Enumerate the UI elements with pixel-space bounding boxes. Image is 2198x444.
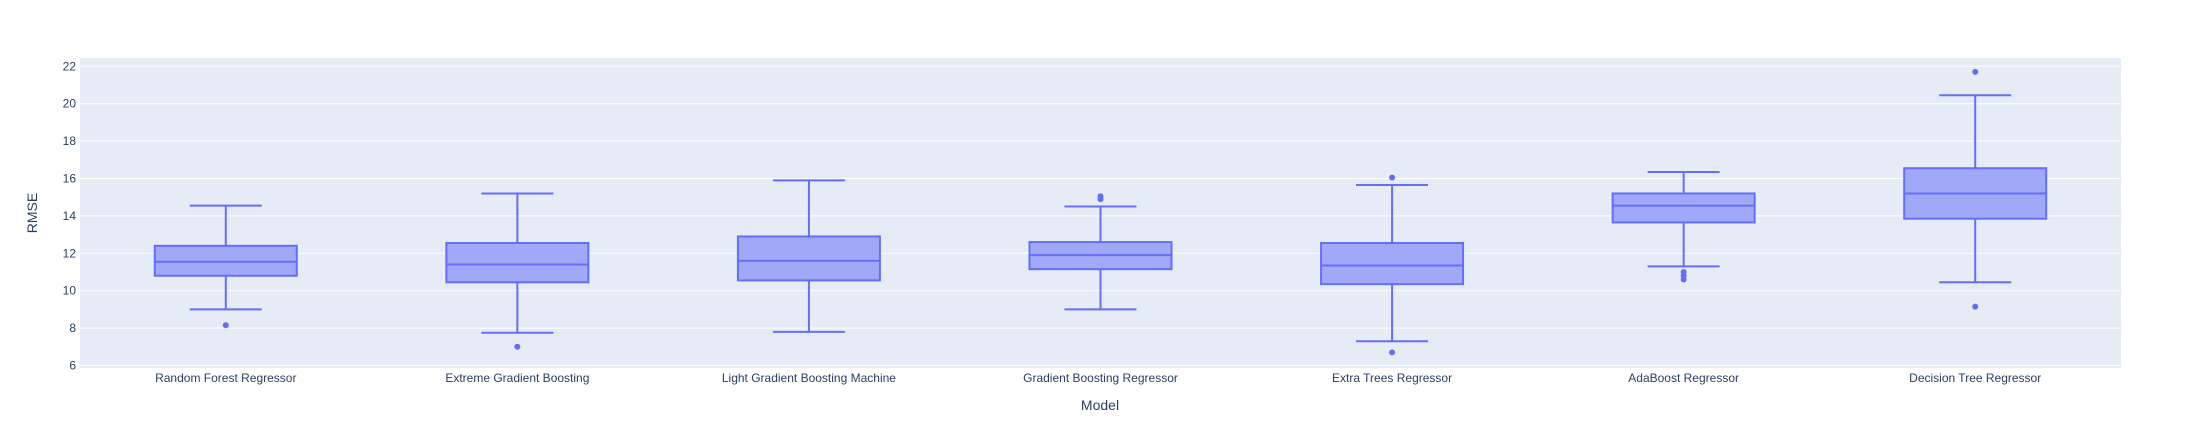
box-group xyxy=(1028,193,1173,311)
outlier-point xyxy=(514,343,521,350)
x-tick-label: Decision Tree Regressor xyxy=(1909,371,2041,385)
outlier-point xyxy=(1389,174,1396,181)
y-tick-label: 6 xyxy=(69,359,76,373)
y-tick-label: 8 xyxy=(69,321,76,335)
box-group xyxy=(1611,170,1756,283)
x-tick-label: Light Gradient Boosting Machine xyxy=(722,371,896,385)
outlier-point xyxy=(1972,68,1979,75)
y-tick-label: 14 xyxy=(63,209,77,223)
x-axis-title: Model xyxy=(1081,397,1119,413)
outlier-point xyxy=(1972,303,1979,310)
box-group xyxy=(1320,174,1465,356)
box-group xyxy=(1903,68,2048,310)
outlier-point xyxy=(1389,349,1396,356)
x-tick-label: Extreme Gradient Boosting xyxy=(445,371,589,385)
x-tick-label: Gradient Boosting Regressor xyxy=(1023,371,1178,385)
outlier-point xyxy=(1680,276,1687,283)
y-tick-label: 18 xyxy=(63,134,77,148)
iqr-box xyxy=(1611,192,1756,224)
box-group xyxy=(445,192,590,350)
y-axis-title: RMSE xyxy=(24,193,40,233)
iqr-box xyxy=(445,242,590,284)
y-tick-label: 22 xyxy=(63,59,77,73)
iqr-box xyxy=(1320,242,1465,286)
box-series xyxy=(153,68,2048,356)
box-group xyxy=(736,179,881,333)
x-tick-label: AdaBoost Regressor xyxy=(1628,371,1739,385)
y-tick-label: 16 xyxy=(63,172,77,186)
y-tick-label: 20 xyxy=(63,97,77,111)
y-tick-labels: 6 8 10 12 14 16 18 20 22 xyxy=(63,59,77,372)
x-tick-labels: Random Forest Regressor Extreme Gradient … xyxy=(155,371,2041,385)
outlier-point xyxy=(222,322,229,329)
iqr-box xyxy=(736,235,881,282)
y-tick-label: 10 xyxy=(63,284,77,298)
y-tick-label: 12 xyxy=(63,246,77,260)
box-group xyxy=(153,204,298,329)
outlier-point xyxy=(1097,193,1104,200)
x-tick-label: Random Forest Regressor xyxy=(155,371,296,385)
x-tick-label: Extra Trees Regressor xyxy=(1332,371,1452,385)
